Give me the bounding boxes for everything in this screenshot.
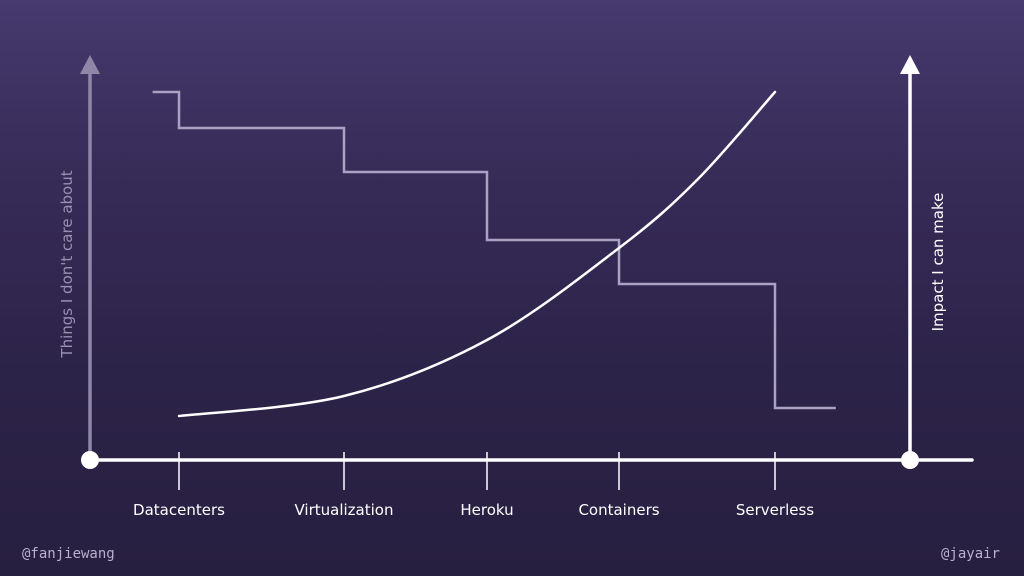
impact-curve-series (177, 90, 777, 418)
category-labels: Datacenters Virtualization Heroku Container… (133, 501, 814, 519)
step-line-series (152, 90, 836, 410)
axes (80, 55, 974, 469)
author-handle-right: @jayair (940, 546, 1000, 562)
x-tick-label: Virtualization (295, 501, 394, 519)
right-axis-title: Impact I can make (929, 193, 947, 332)
author-handle-left: @fanjiewang (22, 546, 115, 562)
x-tick-label: Datacenters (133, 501, 225, 519)
x-tick-label: Heroku (460, 501, 513, 519)
x-tick-label: Containers (578, 501, 659, 519)
right-axis-arrow (900, 55, 920, 74)
x-tick-label: Serverless (736, 501, 814, 519)
left-axis-title: Things I don't care about (58, 170, 76, 358)
x-axis-origin-right (901, 451, 919, 469)
series-group (152, 90, 836, 418)
x-ticks (178, 452, 776, 490)
x-axis-origin-left (81, 451, 99, 469)
left-axis-arrow (80, 55, 100, 74)
